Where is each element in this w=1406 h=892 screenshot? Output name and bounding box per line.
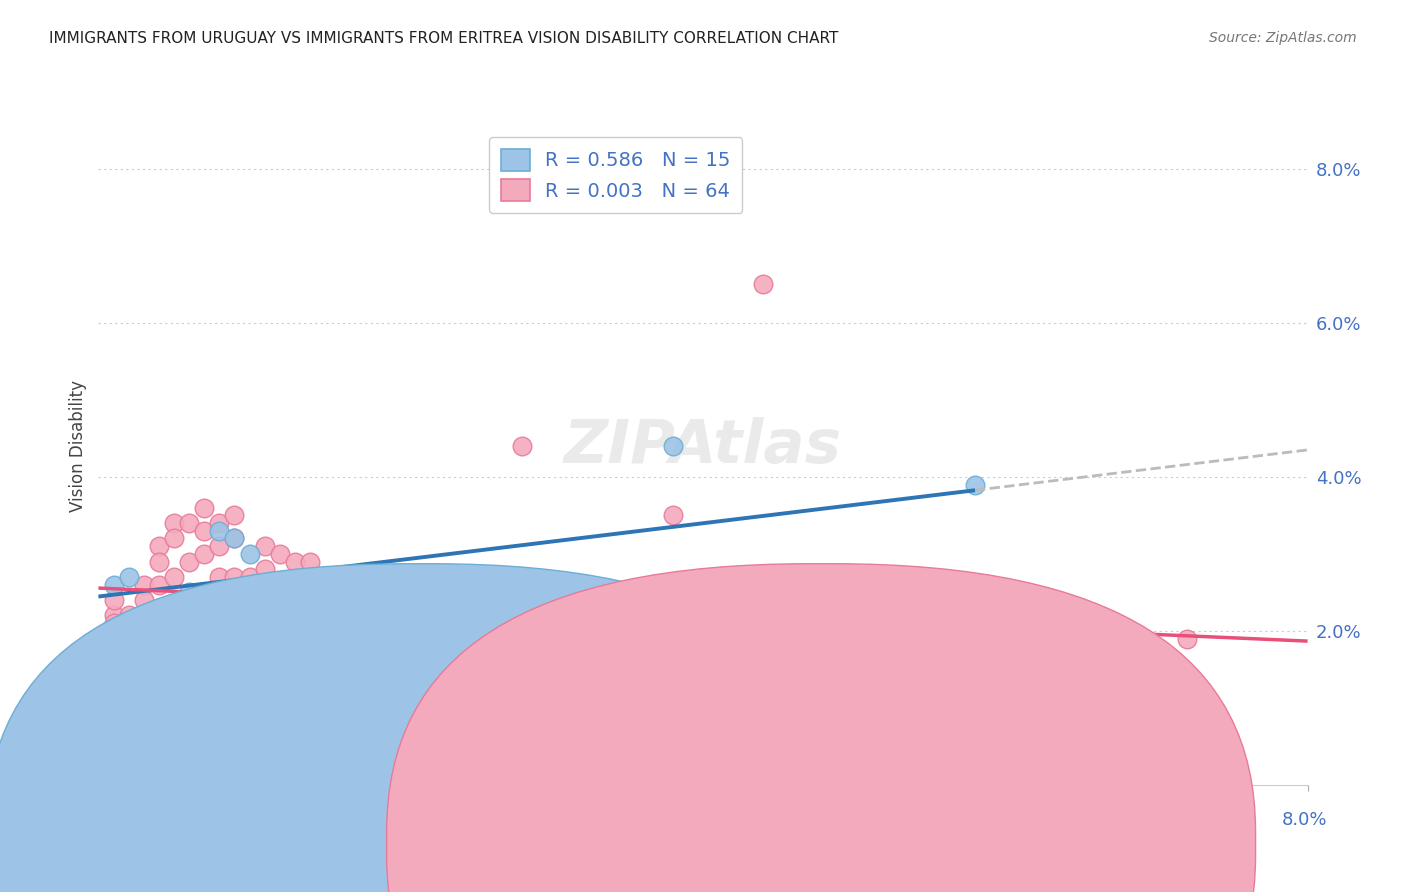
Point (132, 577, 155, 591)
Point (239, 570, 262, 584)
Text: 8.0%: 8.0% (1282, 811, 1327, 829)
Legend: R = 0.586   N = 15, R = 0.003   N = 64: R = 0.586 N = 15, R = 0.003 N = 64 (489, 137, 742, 213)
Point (253, 539, 276, 553)
Point (329, 655, 352, 669)
Point (510, 577, 533, 591)
Point (510, 439, 533, 453)
Point (148, 555, 170, 569)
Point (148, 600, 170, 615)
Point (163, 570, 186, 584)
Point (571, 640, 593, 654)
Point (661, 508, 683, 523)
Point (752, 277, 775, 292)
Text: IMMIGRANTS FROM URUGUAY VS IMMIGRANTS FROM ERITREA VISION DISABILITY CORRELATION: IMMIGRANTS FROM URUGUAY VS IMMIGRANTS FR… (49, 31, 838, 46)
Point (163, 516, 186, 530)
Text: Immigrants from Uruguay: Immigrants from Uruguay (443, 836, 676, 854)
Point (253, 562, 276, 576)
Point (314, 608, 336, 623)
Point (163, 532, 186, 546)
Point (132, 608, 155, 623)
Point (224, 508, 246, 523)
Point (359, 632, 381, 646)
Point (389, 632, 412, 646)
Point (661, 439, 683, 453)
Point (994, 678, 1017, 692)
Point (208, 539, 231, 553)
Point (299, 555, 322, 569)
Point (269, 547, 291, 561)
Point (374, 647, 396, 661)
Point (103, 647, 125, 661)
Point (179, 585, 201, 599)
Point (813, 632, 835, 646)
Point (224, 532, 246, 546)
Point (239, 600, 262, 615)
Text: Immigrants from Eritrea: Immigrants from Eritrea (844, 836, 1060, 854)
Point (419, 570, 441, 584)
Point (208, 524, 231, 538)
Point (193, 500, 215, 515)
Point (179, 555, 201, 569)
Point (616, 655, 638, 669)
Point (118, 624, 141, 638)
Point (465, 655, 488, 669)
Point (450, 655, 472, 669)
Point (495, 655, 517, 669)
Point (118, 655, 141, 669)
Point (224, 532, 246, 546)
Y-axis label: Vision Disability: Vision Disability (69, 380, 87, 512)
Point (132, 593, 155, 607)
Text: Source: ZipAtlas.com: Source: ZipAtlas.com (1209, 31, 1357, 45)
Point (163, 600, 186, 615)
Point (344, 632, 367, 646)
Point (118, 608, 141, 623)
Point (239, 640, 262, 654)
Point (132, 655, 155, 669)
Point (405, 632, 427, 646)
Point (148, 539, 170, 553)
Point (269, 585, 291, 599)
Point (284, 593, 307, 607)
Point (692, 647, 714, 661)
Point (103, 593, 125, 607)
Point (239, 547, 262, 561)
Point (148, 577, 170, 591)
Point (314, 647, 336, 661)
Point (419, 640, 441, 654)
Point (193, 524, 215, 538)
Point (1175, 632, 1198, 646)
Text: ZIPAtlas: ZIPAtlas (564, 417, 842, 475)
Point (284, 555, 307, 569)
Point (344, 585, 367, 599)
Point (118, 632, 141, 646)
Point (208, 516, 231, 530)
Point (495, 593, 517, 607)
Point (224, 570, 246, 584)
Point (103, 608, 125, 623)
Point (1070, 716, 1092, 731)
Point (118, 570, 141, 584)
Point (208, 570, 231, 584)
Point (103, 577, 125, 591)
Point (965, 477, 987, 491)
Point (132, 632, 155, 646)
Point (103, 632, 125, 646)
Point (329, 624, 352, 638)
Point (148, 608, 170, 623)
Point (103, 616, 125, 631)
Text: 0.0%: 0.0% (76, 811, 121, 829)
Point (193, 547, 215, 561)
Point (540, 640, 562, 654)
Point (479, 640, 503, 654)
Point (179, 516, 201, 530)
